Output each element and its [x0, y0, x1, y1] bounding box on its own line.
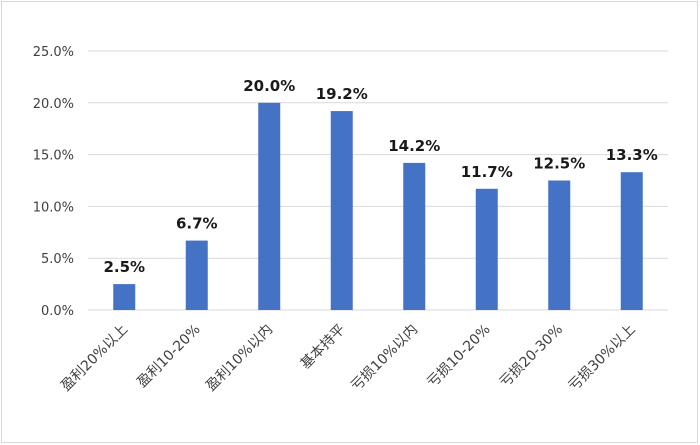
data-label: 12.5% — [533, 155, 585, 173]
data-label: 14.2% — [388, 137, 440, 155]
category-label: 亏损30%以上 — [566, 322, 639, 395]
y-axis-ticks: 0.0% 5.0% 10.0% 15.0% 20.0% 25.0% — [33, 45, 74, 319]
category-label: 盈利10-20% — [134, 322, 203, 391]
y-tick-label: 20.0% — [33, 97, 74, 112]
category-label: 盈利20%以上 — [58, 322, 131, 395]
category-label: 基本持平 — [297, 321, 349, 373]
bars — [113, 102, 643, 310]
data-label: 20.0% — [243, 77, 295, 95]
data-label: 2.5% — [103, 258, 145, 276]
bar-0 — [113, 284, 136, 310]
y-tick-label: 25.0% — [33, 45, 74, 60]
y-tick-label: 15.0% — [33, 149, 74, 164]
category-labels: 盈利20%以上 盈利10-20% 盈利10%以内 基本持平 亏损10%以内 亏损10-20… — [58, 321, 638, 395]
category-label: 亏损10-20% — [424, 322, 493, 391]
data-label: 6.7% — [176, 215, 218, 233]
data-label: 13.3% — [606, 146, 658, 164]
gridlines — [88, 50, 668, 311]
y-tick-label: 10.0% — [33, 200, 74, 215]
y-tick-label: 5.0% — [41, 252, 74, 267]
data-label: 19.2% — [316, 85, 368, 103]
data-labels: 2.5% 6.7% 20.0% 19.2% 14.2% 11.7% 12.5% 13.3% — [103, 77, 657, 276]
bar-1 — [185, 240, 208, 310]
bar-4 — [403, 162, 426, 310]
bar-5 — [475, 188, 498, 310]
bar-3 — [330, 111, 353, 310]
bar-6 — [548, 180, 571, 310]
category-label: 亏损20-30% — [497, 322, 566, 391]
category-label: 亏损10%以内 — [348, 322, 421, 395]
data-label: 11.7% — [461, 163, 513, 181]
category-label: 盈利10%以内 — [203, 322, 276, 395]
y-tick-label: 0.0% — [41, 304, 74, 319]
bar-2 — [258, 102, 281, 310]
bar-7 — [620, 172, 643, 310]
